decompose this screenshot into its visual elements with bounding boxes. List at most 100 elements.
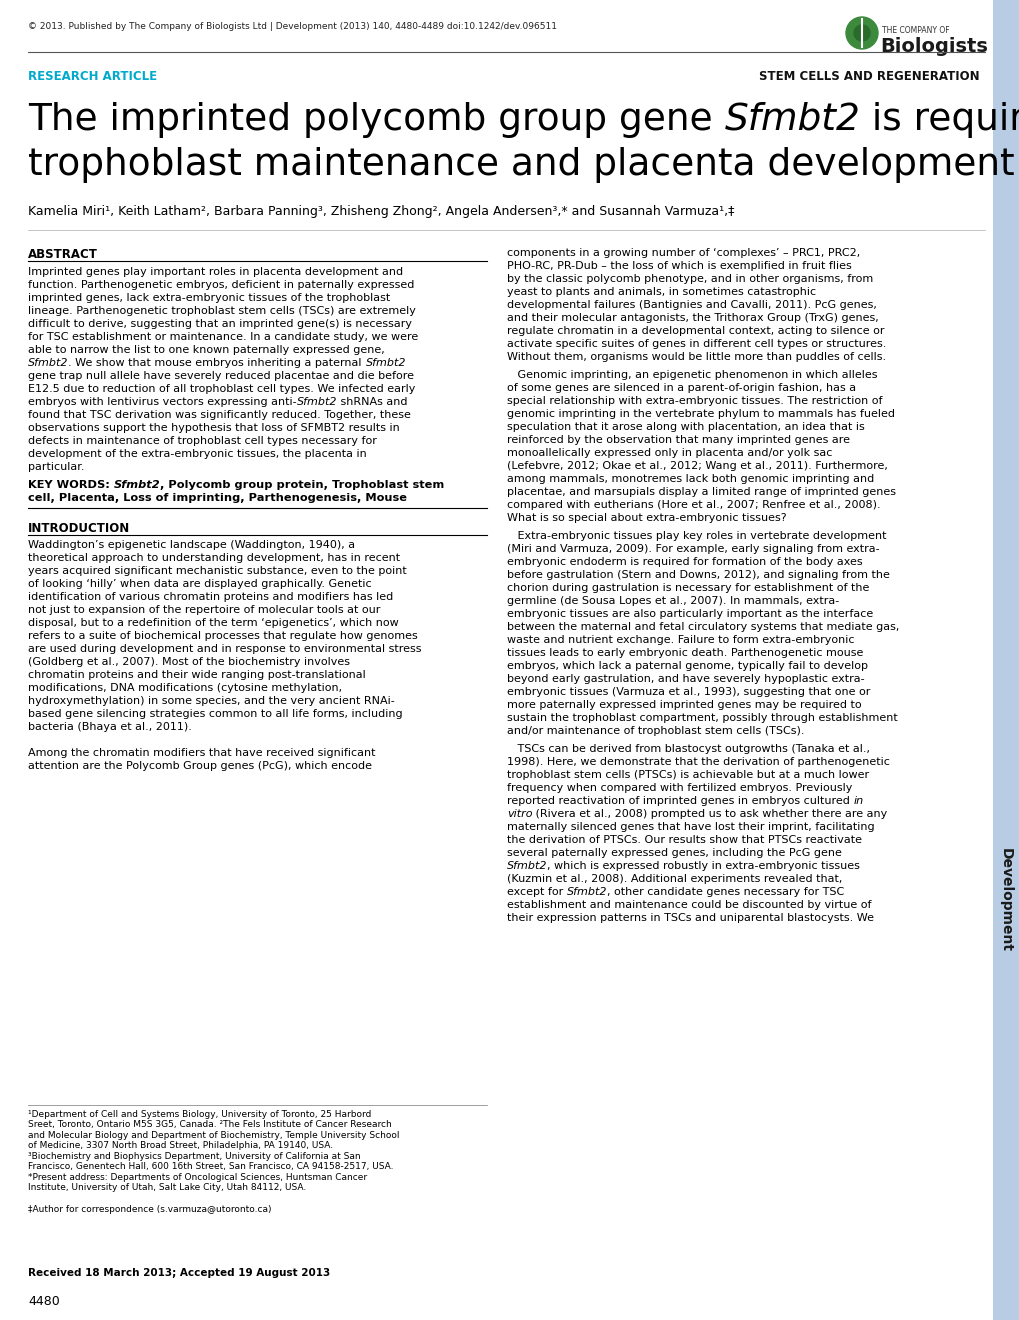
- Text: refers to a suite of biochemical processes that regulate how genomes: refers to a suite of biochemical process…: [28, 631, 418, 642]
- Text: *Present address: Departments of Oncological Sciences, Huntsman Cancer: *Present address: Departments of Oncolog…: [28, 1173, 367, 1181]
- Text: based gene silencing strategies common to all life forms, including: based gene silencing strategies common t…: [28, 709, 403, 719]
- Text: Waddington’s epigenetic landscape (Waddington, 1940), a: Waddington’s epigenetic landscape (Waddi…: [28, 540, 355, 550]
- Text: monoallelically expressed only in placenta and/or yolk sac: monoallelically expressed only in placen…: [506, 447, 832, 458]
- Text: placentae, and marsupials display a limited range of imprinted genes: placentae, and marsupials display a limi…: [506, 487, 895, 498]
- Text: frequency when compared with fertilized embryos. Previously: frequency when compared with fertilized …: [506, 783, 852, 793]
- Text: INTRODUCTION: INTRODUCTION: [28, 521, 130, 535]
- Text: except for: except for: [506, 887, 567, 898]
- Text: trophoblast maintenance and placenta development: trophoblast maintenance and placenta dev…: [28, 147, 1014, 183]
- Text: ‡Author for correspondence (s.varmuza@utoronto.ca): ‡Author for correspondence (s.varmuza@ut…: [28, 1204, 271, 1213]
- Text: shRNAs and: shRNAs and: [337, 397, 408, 407]
- Text: attention are the Polycomb Group genes (PcG), which encode: attention are the Polycomb Group genes (…: [28, 762, 372, 771]
- Text: Sfmbt2: Sfmbt2: [567, 887, 606, 898]
- Text: Sfmbt2: Sfmbt2: [28, 358, 68, 368]
- Text: special relationship with extra-embryonic tissues. The restriction of: special relationship with extra-embryoni…: [506, 396, 881, 407]
- Text: ABSTRACT: ABSTRACT: [28, 248, 98, 261]
- Text: found that TSC derivation was significantly reduced. Together, these: found that TSC derivation was significan…: [28, 411, 411, 420]
- Text: lineage. Parthenogenetic trophoblast stem cells (TSCs) are extremely: lineage. Parthenogenetic trophoblast ste…: [28, 306, 416, 315]
- Text: not just to expansion of the repertoire of molecular tools at our: not just to expansion of the repertoire …: [28, 605, 380, 615]
- Text: Biologists: Biologists: [879, 37, 987, 55]
- Text: (Miri and Varmuza, 2009). For example, early signaling from extra-: (Miri and Varmuza, 2009). For example, e…: [506, 544, 878, 554]
- Text: gene trap null allele have severely reduced placentae and die before: gene trap null allele have severely redu…: [28, 371, 414, 381]
- Text: more paternally expressed imprinted genes may be required to: more paternally expressed imprinted gene…: [506, 700, 861, 710]
- Text: function. Parthenogenetic embryos, deficient in paternally expressed: function. Parthenogenetic embryos, defic…: [28, 280, 414, 290]
- Text: Imprinted genes play important roles in placenta development and: Imprinted genes play important roles in …: [28, 267, 403, 277]
- Text: of some genes are silenced in a parent-of-origin fashion, has a: of some genes are silenced in a parent-o…: [506, 383, 855, 393]
- Text: vitro: vitro: [506, 809, 532, 818]
- Text: 1998). Here, we demonstrate that the derivation of parthenogenetic: 1998). Here, we demonstrate that the der…: [506, 756, 889, 767]
- Text: , other candidate genes necessary for TSC: , other candidate genes necessary for TS…: [606, 887, 844, 898]
- Text: The imprinted polycomb group gene: The imprinted polycomb group gene: [28, 102, 723, 139]
- Text: chorion during gastrulation is necessary for establishment of the: chorion during gastrulation is necessary…: [506, 583, 868, 593]
- Text: embryos with lentivirus vectors expressing anti-: embryos with lentivirus vectors expressi…: [28, 397, 297, 407]
- Text: and their molecular antagonists, the Trithorax Group (TrxG) genes,: and their molecular antagonists, the Tri…: [506, 313, 878, 323]
- Text: regulate chromatin in a developmental context, acting to silence or: regulate chromatin in a developmental co…: [506, 326, 883, 337]
- Text: STEM CELLS AND REGENERATION: STEM CELLS AND REGENERATION: [758, 70, 979, 83]
- Text: ³Biochemistry and Biophysics Department, University of California at San: ³Biochemistry and Biophysics Department,…: [28, 1152, 361, 1162]
- Text: their expression patterns in TSCs and uniparental blastocysts. We: their expression patterns in TSCs and un…: [506, 913, 873, 923]
- Text: . We show that mouse embryos inheriting a paternal: . We show that mouse embryos inheriting …: [68, 358, 365, 368]
- Text: embryos, which lack a paternal genome, typically fail to develop: embryos, which lack a paternal genome, t…: [506, 661, 867, 671]
- Text: KEY WORDS:: KEY WORDS:: [28, 480, 114, 490]
- Text: maternally silenced genes that have lost their imprint, facilitating: maternally silenced genes that have lost…: [506, 822, 873, 832]
- Text: of Medicine, 3307 North Broad Street, Philadelphia, PA 19140, USA.: of Medicine, 3307 North Broad Street, Ph…: [28, 1142, 333, 1151]
- Text: Sfmbt2: Sfmbt2: [365, 358, 406, 368]
- Text: trophoblast stem cells (PTSCs) is achievable but at a much lower: trophoblast stem cells (PTSCs) is achiev…: [506, 770, 868, 780]
- Text: RESEARCH ARTICLE: RESEARCH ARTICLE: [28, 70, 157, 83]
- Text: reinforced by the observation that many imprinted genes are: reinforced by the observation that many …: [506, 436, 849, 445]
- Text: E12.5 due to reduction of all trophoblast cell types. We infected early: E12.5 due to reduction of all trophoblas…: [28, 384, 415, 393]
- Text: observations support the hypothesis that loss of SFMBT2 results in: observations support the hypothesis that…: [28, 422, 399, 433]
- Text: reported reactivation of imprinted genes in embryos cultured: reported reactivation of imprinted genes…: [506, 796, 853, 807]
- Text: What is so special about extra-embryonic tissues?: What is so special about extra-embryonic…: [506, 513, 786, 523]
- Text: is required for: is required for: [860, 102, 1019, 139]
- Text: , Polycomb group protein, Trophoblast stem: , Polycomb group protein, Trophoblast st…: [160, 480, 444, 490]
- Text: developmental failures (Bantignies and Cavalli, 2011). PcG genes,: developmental failures (Bantignies and C…: [506, 300, 876, 310]
- Text: 4480: 4480: [28, 1295, 60, 1308]
- Text: genomic imprinting in the vertebrate phylum to mammals has fueled: genomic imprinting in the vertebrate phy…: [506, 409, 894, 418]
- Text: modifications, DNA modifications (cytosine methylation,: modifications, DNA modifications (cytosi…: [28, 682, 341, 693]
- Text: and/or maintenance of trophoblast stem cells (TSCs).: and/or maintenance of trophoblast stem c…: [506, 726, 804, 737]
- Text: in: in: [853, 796, 863, 807]
- Text: imprinted genes, lack extra-embryonic tissues of the trophoblast: imprinted genes, lack extra-embryonic ti…: [28, 293, 390, 304]
- Text: ¹Department of Cell and Systems Biology, University of Toronto, 25 Harbord: ¹Department of Cell and Systems Biology,…: [28, 1110, 371, 1119]
- Text: between the maternal and fetal circulatory systems that mediate gas,: between the maternal and fetal circulato…: [506, 622, 899, 632]
- Text: (Goldberg et al., 2007). Most of the biochemistry involves: (Goldberg et al., 2007). Most of the bio…: [28, 657, 350, 667]
- Text: hydroxymethylation) in some species, and the very ancient RNAi-: hydroxymethylation) in some species, and…: [28, 696, 394, 706]
- Text: , which is expressed robustly in extra-embryonic tissues: , which is expressed robustly in extra-e…: [547, 861, 860, 871]
- Text: Development: Development: [998, 847, 1012, 952]
- Text: difficult to derive, suggesting that an imprinted gene(s) is necessary: difficult to derive, suggesting that an …: [28, 319, 412, 329]
- Text: Sfmbt2: Sfmbt2: [506, 861, 547, 871]
- Text: disposal, but to a redefinition of the term ‘epigenetics’, which now: disposal, but to a redefinition of the t…: [28, 618, 398, 628]
- Text: before gastrulation (Stern and Downs, 2012), and signaling from the: before gastrulation (Stern and Downs, 20…: [506, 570, 889, 579]
- Text: activate specific suites of genes in different cell types or structures.: activate specific suites of genes in dif…: [506, 339, 886, 348]
- Text: Genomic imprinting, an epigenetic phenomenon in which alleles: Genomic imprinting, an epigenetic phenom…: [506, 370, 876, 380]
- Text: defects in maintenance of trophoblast cell types necessary for: defects in maintenance of trophoblast ce…: [28, 436, 376, 446]
- Text: speculation that it arose along with placentation, an idea that is: speculation that it arose along with pla…: [506, 422, 864, 432]
- Text: waste and nutrient exchange. Failure to form extra-embryonic: waste and nutrient exchange. Failure to …: [506, 635, 854, 645]
- Text: germline (de Sousa Lopes et al., 2007). In mammals, extra-: germline (de Sousa Lopes et al., 2007). …: [506, 597, 839, 606]
- Text: Francisco, Genentech Hall, 600 16th Street, San Francisco, CA 94158-2517, USA.: Francisco, Genentech Hall, 600 16th Stre…: [28, 1163, 393, 1172]
- Text: Extra-embryonic tissues play key roles in vertebrate development: Extra-embryonic tissues play key roles i…: [506, 531, 886, 541]
- Text: by the classic polycomb phenotype, and in other organisms, from: by the classic polycomb phenotype, and i…: [506, 275, 872, 284]
- Text: embryonic tissues are also particularly important as the interface: embryonic tissues are also particularly …: [506, 609, 872, 619]
- Text: Institute, University of Utah, Salt Lake City, Utah 84112, USA.: Institute, University of Utah, Salt Lake…: [28, 1184, 306, 1192]
- Text: (Rivera et al., 2008) prompted us to ask whether there are any: (Rivera et al., 2008) prompted us to ask…: [532, 809, 887, 818]
- Text: chromatin proteins and their wide ranging post-translational: chromatin proteins and their wide rangin…: [28, 671, 366, 680]
- Text: Sfmbt2: Sfmbt2: [723, 102, 860, 139]
- Text: cell, Placenta, Loss of imprinting, Parthenogenesis, Mouse: cell, Placenta, Loss of imprinting, Part…: [28, 492, 407, 503]
- Text: Sfmbt2: Sfmbt2: [114, 480, 160, 490]
- Text: bacteria (Bhaya et al., 2011).: bacteria (Bhaya et al., 2011).: [28, 722, 192, 733]
- Text: development of the extra-embryonic tissues, the placenta in: development of the extra-embryonic tissu…: [28, 449, 367, 459]
- Text: tissues leads to early embryonic death. Parthenogenetic mouse: tissues leads to early embryonic death. …: [506, 648, 862, 657]
- Text: and Molecular Biology and Department of Biochemistry, Temple University School: and Molecular Biology and Department of …: [28, 1131, 399, 1140]
- Text: for TSC establishment or maintenance. In a candidate study, we were: for TSC establishment or maintenance. In…: [28, 333, 418, 342]
- Text: © 2013. Published by The Company of Biologists Ltd | Development (2013) 140, 448: © 2013. Published by The Company of Biol…: [28, 22, 556, 30]
- Text: are used during development and in response to environmental stress: are used during development and in respo…: [28, 644, 421, 653]
- Circle shape: [853, 25, 869, 41]
- Text: TSCs can be derived from blastocyst outgrowths (Tanaka et al.,: TSCs can be derived from blastocyst outg…: [506, 744, 869, 754]
- Text: years acquired significant mechanistic substance, even to the point: years acquired significant mechanistic s…: [28, 566, 407, 576]
- Text: Without them, organisms would be little more than puddles of cells.: Without them, organisms would be little …: [506, 352, 886, 362]
- Text: Sreet, Toronto, Ontario M5S 3G5, Canada. ²The Fels Institute of Cancer Research: Sreet, Toronto, Ontario M5S 3G5, Canada.…: [28, 1121, 391, 1130]
- Text: yeast to plants and animals, in sometimes catastrophic: yeast to plants and animals, in sometime…: [506, 286, 815, 297]
- Text: components in a growing number of ‘complexes’ – PRC1, PRC2,: components in a growing number of ‘compl…: [506, 248, 859, 257]
